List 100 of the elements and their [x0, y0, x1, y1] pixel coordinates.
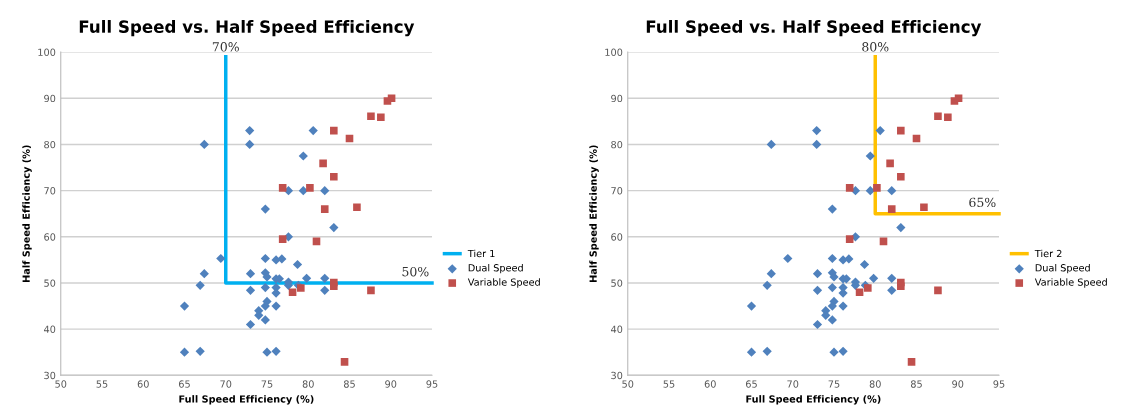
point [783, 253, 793, 264]
x-tick-label: 85 [910, 380, 922, 388]
point [886, 159, 894, 168]
point [934, 112, 942, 121]
y-tick-label: 50 [44, 279, 56, 287]
y-tick-label: 40 [610, 325, 623, 333]
point [896, 222, 906, 233]
point [308, 126, 318, 136]
point [320, 186, 330, 196]
y-tick-label: 80 [44, 140, 56, 149]
annotation: 65% [969, 197, 996, 208]
point [216, 253, 226, 264]
point [320, 285, 330, 295]
point [746, 347, 757, 357]
x-tick-label: 50 [622, 380, 634, 388]
y-tick-label: 70 [611, 187, 623, 195]
point [245, 126, 255, 136]
point [245, 285, 256, 295]
point [954, 94, 963, 103]
point [897, 282, 905, 290]
point [297, 284, 305, 292]
x-tick-label: 60 [704, 380, 716, 388]
x-tick-label: 75 [828, 380, 840, 388]
point [260, 204, 270, 214]
point [887, 285, 897, 295]
point [262, 347, 272, 357]
point [812, 126, 822, 136]
point [271, 346, 281, 356]
point [873, 184, 881, 192]
y-tick-label: 30 [44, 371, 56, 380]
y-tick-label: 40 [43, 325, 56, 333]
point [887, 273, 897, 283]
chart-title: Full Speed vs. Half Speed Efficiency [646, 20, 982, 37]
point [292, 259, 303, 270]
point [812, 319, 823, 330]
point [277, 254, 287, 264]
legend-label: Tier 2 [1034, 249, 1062, 258]
x-tick-label: 80 [869, 380, 881, 388]
point [306, 184, 314, 192]
x-tick-label: 55 [96, 380, 108, 388]
point [329, 222, 339, 233]
legend-label: Dual Speed [1035, 263, 1090, 274]
y-tick-label: 70 [44, 187, 56, 195]
point [278, 184, 287, 192]
point [320, 205, 329, 213]
point [762, 346, 772, 356]
legend-label: Tier 1 [467, 249, 495, 258]
chart-title: Full Speed vs. Half Speed Efficiency [79, 20, 415, 37]
point [260, 253, 270, 264]
legend-label: Variable Speed [467, 278, 540, 288]
point [838, 301, 848, 311]
point [827, 282, 837, 293]
x-tick-label: 55 [663, 380, 675, 388]
point [320, 273, 330, 283]
legend-label: Variable Speed [1034, 278, 1107, 288]
point [827, 204, 837, 214]
point [897, 126, 905, 135]
point [897, 172, 905, 181]
x-tick-label: 90 [385, 380, 397, 388]
point [245, 139, 255, 150]
point [845, 184, 854, 192]
point [377, 113, 385, 122]
point [278, 235, 287, 243]
y-axis-title: Half Speed Efficiency (%) [589, 145, 599, 282]
x-tick-label: 75 [261, 380, 273, 388]
point [260, 282, 270, 293]
point [827, 315, 837, 325]
y-tick-label: 80 [611, 140, 623, 149]
point [746, 301, 757, 311]
point [864, 284, 872, 292]
point [855, 288, 864, 296]
point [387, 94, 396, 103]
point [766, 269, 776, 279]
y-tick-label: 100 [605, 48, 623, 56]
point [330, 172, 338, 181]
point [340, 358, 349, 366]
point [934, 286, 942, 295]
point [762, 280, 772, 290]
point [298, 151, 308, 161]
point [920, 203, 928, 212]
y-axis-title: Half Speed Efficiency (%) [22, 145, 32, 282]
x-tick-label: 80 [302, 380, 314, 388]
point [827, 253, 837, 264]
point [812, 139, 822, 150]
x-tick-label: 70 [220, 380, 232, 388]
x-tick-label: 95 [426, 380, 438, 388]
point [330, 282, 338, 290]
point [868, 273, 879, 283]
y-tick-label: 60 [611, 233, 623, 241]
x-axis-title: Full Speed Efficiency (%) [179, 395, 314, 405]
x-tick-label: 95 [993, 380, 1005, 388]
annotation: 80% [862, 42, 889, 52]
point [179, 301, 190, 311]
point [271, 301, 281, 311]
point [195, 346, 205, 356]
point [812, 269, 823, 279]
y-tick-label: 30 [611, 371, 623, 380]
point [766, 139, 776, 150]
x-tick-label: 65 [745, 380, 757, 388]
annotation: 70% [212, 42, 239, 52]
